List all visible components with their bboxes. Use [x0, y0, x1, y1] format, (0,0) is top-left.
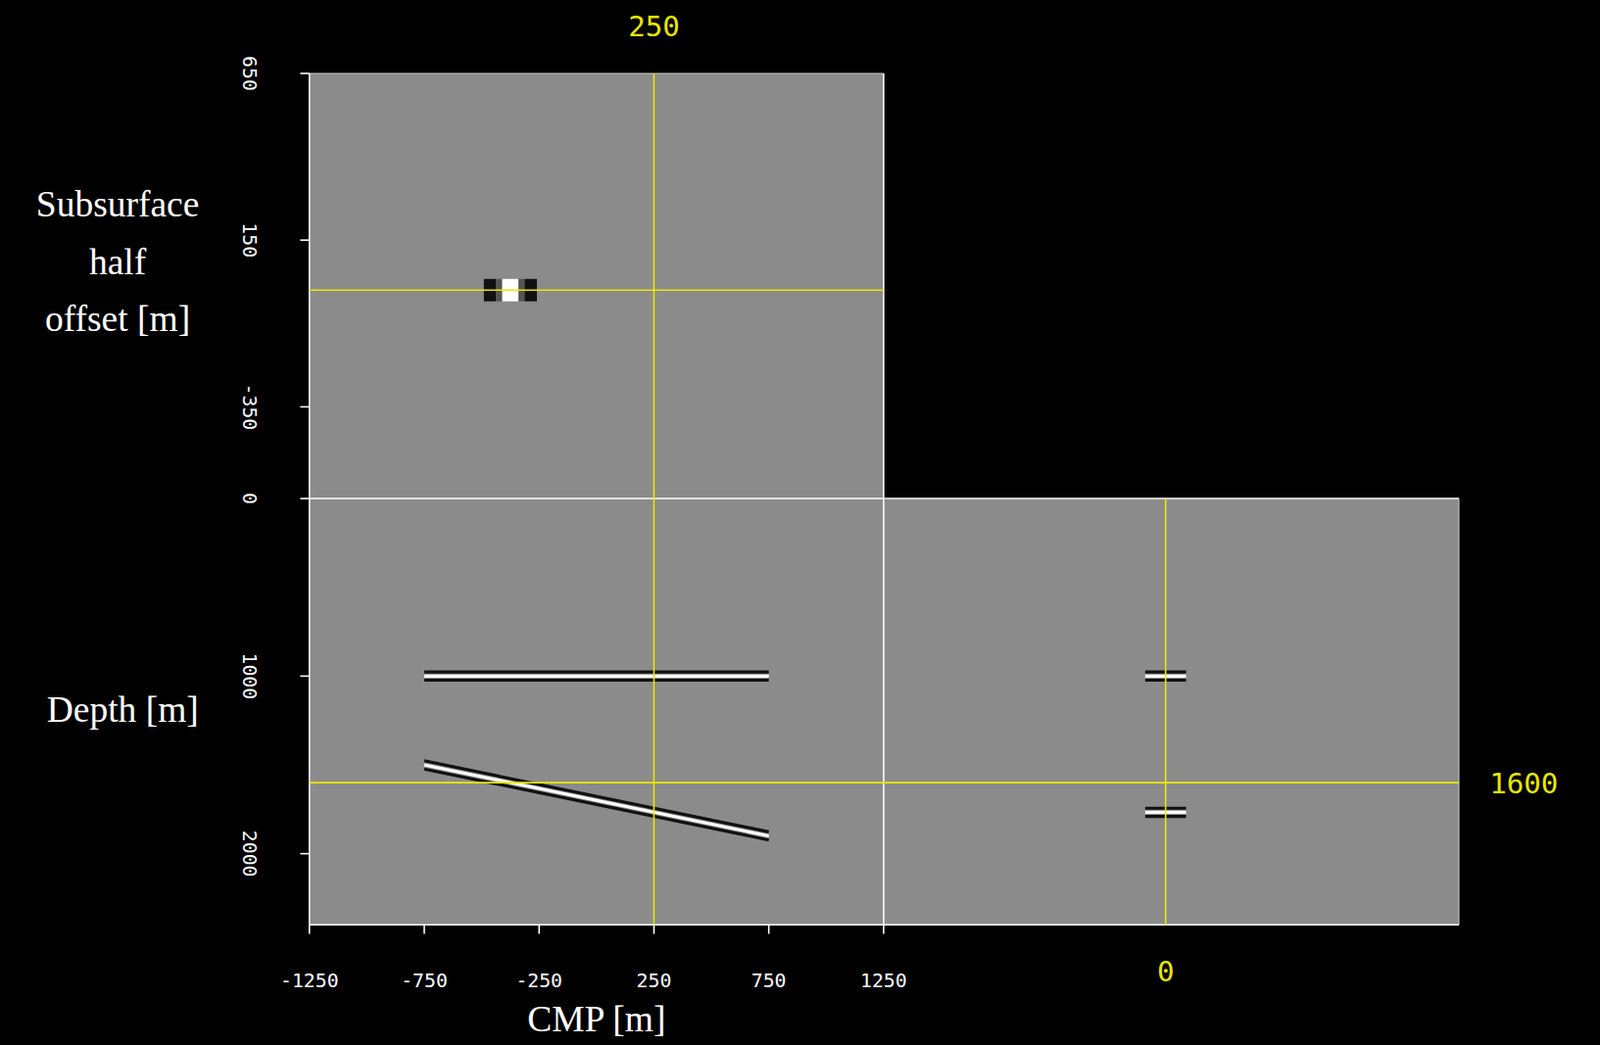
- slice-label: 0: [1157, 955, 1175, 989]
- panel-cmp-depth: [309, 498, 884, 925]
- tick-label: 650: [238, 55, 261, 92]
- slice-label: 250: [628, 9, 680, 44]
- reflector: [424, 761, 770, 833]
- slice-line: [309, 781, 1459, 784]
- tick: [653, 924, 656, 934]
- reflector: [424, 675, 770, 679]
- tick: [423, 924, 426, 934]
- axis-title-line: Subsurface: [36, 184, 199, 225]
- tick-label: 1000: [238, 653, 261, 701]
- tick: [299, 406, 309, 409]
- reflectors: [424, 672, 770, 841]
- axis-title-line: offset [m]: [45, 298, 191, 340]
- tick-label: -750: [400, 969, 448, 993]
- slice-line: [1164, 498, 1167, 925]
- tick-label: 1250: [860, 969, 908, 993]
- background: [0, 0, 1600, 1045]
- tick-label: 750: [751, 969, 787, 993]
- tick: [299, 497, 309, 500]
- frame: [1457, 498, 1459, 925]
- tick-label: -350: [238, 384, 261, 432]
- axis-title: Subsurface half offset [m]: [36, 184, 199, 340]
- tick: [299, 853, 309, 856]
- panel-offset-depth: [883, 498, 1459, 925]
- tick: [308, 924, 311, 934]
- tick: [299, 676, 309, 679]
- tick-label: 0: [238, 492, 261, 505]
- reflector: [424, 671, 770, 675]
- frame: [309, 72, 884, 74]
- tick: [882, 924, 885, 934]
- axis-title-line: half: [89, 242, 147, 283]
- frame: [883, 498, 1459, 500]
- tick-label: 150: [238, 222, 261, 258]
- slice-label: 1600: [1489, 767, 1558, 801]
- tick: [299, 239, 309, 242]
- reflector: [424, 678, 770, 682]
- slice-line: [309, 289, 884, 291]
- tick: [537, 924, 540, 934]
- reflector: [424, 765, 770, 837]
- figure: 250 1600 0 -1250 -750 -250 250 750 1250 650 150 -35…: [0, 0, 1600, 1045]
- axis-title: CMP [m]: [527, 999, 666, 1040]
- tick-label: -1250: [280, 969, 340, 993]
- tick-label: 2000: [238, 830, 261, 878]
- reflector: [424, 769, 770, 841]
- tick: [299, 72, 309, 75]
- panel-cmp-offset: [309, 73, 884, 499]
- divider: [309, 497, 1459, 500]
- tick: [768, 924, 771, 934]
- slice-line: [653, 73, 656, 925]
- axis-title: Depth [m]: [47, 689, 199, 730]
- tick-label: 250: [636, 969, 673, 993]
- tick-label: -250: [515, 969, 563, 993]
